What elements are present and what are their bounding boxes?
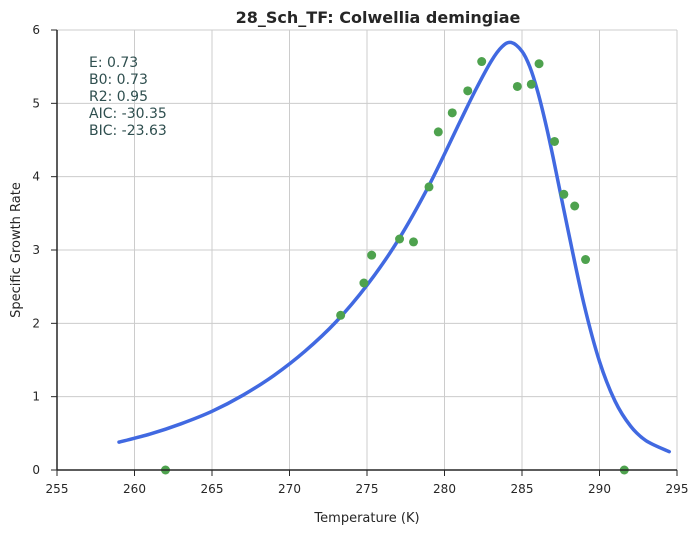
fit-curve-layer bbox=[117, 40, 671, 454]
fit-stats: E: 0.73 B0: 0.73 R2: 0.95 AIC: -30.35 BI… bbox=[89, 55, 167, 139]
data-point bbox=[512, 81, 522, 91]
y-axis-label: Specific Growth Rate bbox=[9, 182, 24, 318]
y-tick-label: 4 bbox=[32, 170, 40, 184]
data-point bbox=[526, 79, 536, 89]
annotation-aic: AIC: -30.35 bbox=[89, 106, 167, 122]
fit-curve bbox=[117, 40, 671, 454]
annotation-e: E: 0.73 bbox=[89, 55, 138, 71]
annotation-b0: B0: 0.73 bbox=[89, 72, 148, 88]
grid bbox=[57, 29, 678, 470]
chart-title: 28_Sch_TF: Colwellia demingiae bbox=[236, 8, 521, 27]
data-point bbox=[367, 250, 377, 260]
x-tick-label: 260 bbox=[123, 482, 146, 496]
y-tick-label: 3 bbox=[32, 243, 40, 257]
x-tick-label: 265 bbox=[201, 482, 224, 496]
data-point bbox=[463, 86, 473, 96]
x-tick-label: 280 bbox=[433, 482, 456, 496]
data-point bbox=[550, 136, 560, 146]
x-tick-label: 295 bbox=[666, 482, 689, 496]
ticks: 255 260 265 270 275 280 285 290 295 0 1 2 3 4 5 6 bbox=[32, 23, 688, 496]
data-point bbox=[559, 189, 569, 199]
y-tick-label: 1 bbox=[32, 390, 40, 404]
y-tick-label: 6 bbox=[32, 23, 40, 37]
annotation-r2: R2: 0.95 bbox=[89, 89, 148, 105]
data-point bbox=[447, 108, 457, 118]
data-point bbox=[395, 234, 405, 244]
y-tick-label: 5 bbox=[32, 96, 40, 110]
x-tick-label: 255 bbox=[46, 482, 69, 496]
data-point bbox=[534, 59, 544, 69]
x-tick-label: 270 bbox=[278, 482, 301, 496]
y-tick-label: 0 bbox=[32, 463, 40, 477]
x-tick-label: 290 bbox=[588, 482, 611, 496]
data-point bbox=[424, 182, 434, 192]
data-point bbox=[433, 127, 443, 137]
annotation-bic: BIC: -23.63 bbox=[89, 123, 167, 139]
data-point bbox=[570, 201, 580, 211]
data-point bbox=[581, 255, 591, 265]
x-tick-label: 275 bbox=[356, 482, 379, 496]
x-axis-label: Temperature (K) bbox=[313, 511, 419, 526]
data-point bbox=[477, 57, 487, 67]
x-tick-label: 285 bbox=[511, 482, 534, 496]
data-points bbox=[161, 57, 629, 475]
data-point bbox=[409, 237, 418, 247]
data-point bbox=[336, 310, 346, 320]
y-tick-label: 2 bbox=[32, 316, 40, 330]
data-point bbox=[359, 278, 369, 288]
